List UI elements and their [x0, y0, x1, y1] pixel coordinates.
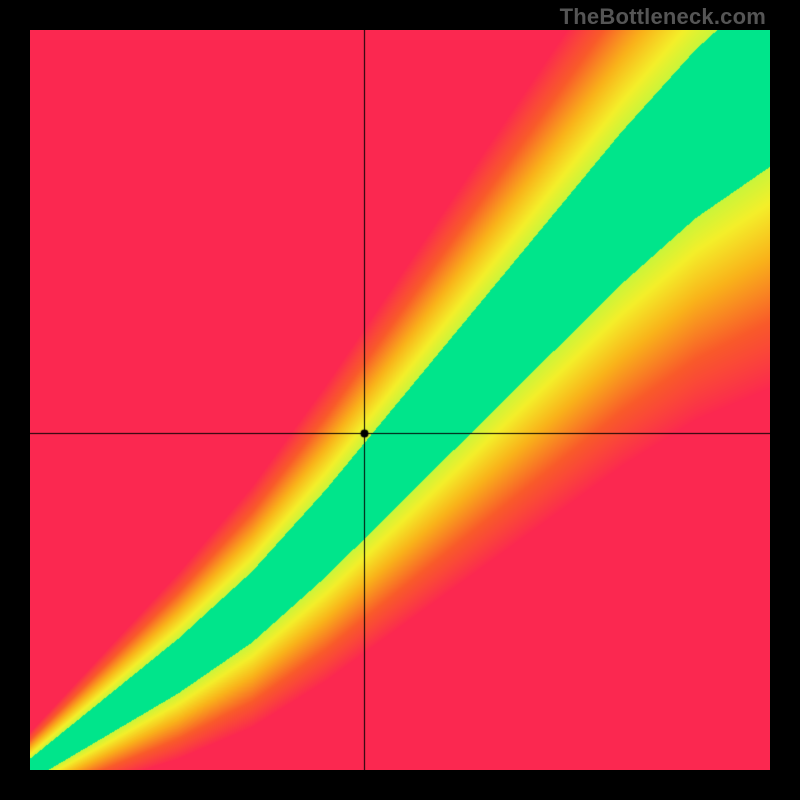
heatmap-plot — [30, 30, 770, 770]
chart-frame: TheBottleneck.com — [0, 0, 800, 800]
heatmap-canvas — [30, 30, 770, 770]
watermark-label: TheBottleneck.com — [560, 4, 766, 30]
